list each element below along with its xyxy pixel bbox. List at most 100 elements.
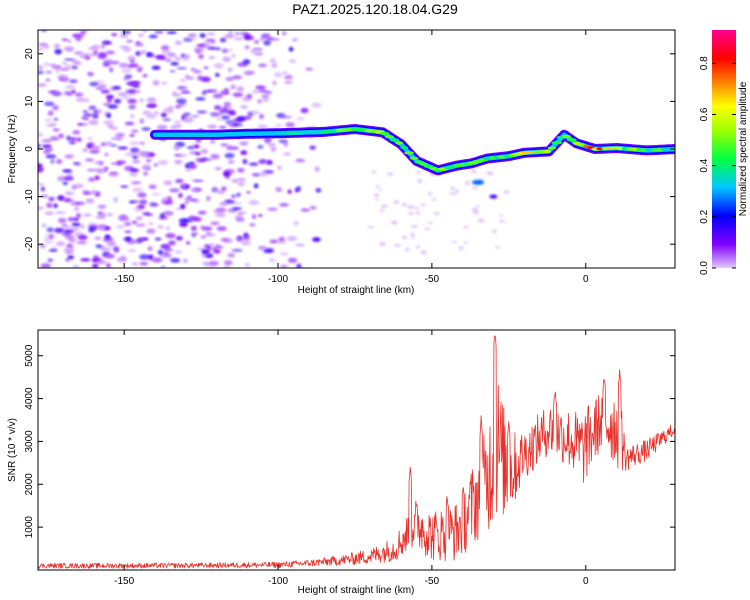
heatmap-noise-blob (87, 137, 93, 140)
heatmap-noise-blob (88, 177, 96, 182)
heatmap-noise-blob (102, 62, 111, 67)
heatmap-noise-blob (186, 241, 191, 245)
heatmap-noise-blob (248, 162, 259, 166)
heatmap-noise-blob (200, 225, 205, 230)
heatmap-noise-blob (65, 258, 70, 262)
heatmap-noise-blob (458, 246, 464, 251)
heatmap-ridge-lobe (472, 179, 485, 185)
heatmap-noise-blob (77, 234, 88, 241)
heatmap-noise-blob (58, 133, 64, 139)
heatmap-noise-blob (247, 70, 256, 75)
heatmap-noise-blob (152, 80, 160, 86)
heatmap-noise-blob (45, 78, 51, 82)
heatmap-noise-blob (113, 245, 120, 252)
heatmap-noise-blob (38, 143, 42, 149)
heatmap-noise-blob (64, 58, 75, 61)
heatmap-noise-blob (41, 223, 47, 228)
heatmap-noise-blob (127, 249, 137, 252)
heatmap-noise-blob (254, 51, 264, 56)
heatmap-noise-blob (295, 186, 302, 192)
heatmap-noise-blob (228, 110, 237, 116)
heatmap-noise-blob (96, 260, 107, 265)
heatmap-noise-blob (43, 150, 51, 155)
heatmap-noise-blob (160, 55, 167, 61)
heatmap-noise-blob (258, 89, 268, 93)
heatmap-noise-blob (121, 69, 132, 73)
heatmap-noise-blob (139, 254, 150, 260)
heatmap-noise-blob (195, 152, 201, 156)
heatmap-noise-blob (243, 33, 252, 37)
heatmap-noise-blob (38, 83, 47, 87)
heatmap-noise-blob (471, 186, 478, 190)
heatmap-noise-blob (238, 211, 247, 214)
heatmap-noise-blob (170, 62, 179, 66)
heatmap-noise-blob (85, 98, 90, 103)
heatmap-noise-blob (69, 137, 77, 141)
heatmap-noise-blob (71, 89, 76, 94)
heatmap-noise-blob (54, 48, 63, 55)
heatmap-noise-blob (417, 178, 422, 184)
heatmap-noise-blob (183, 54, 191, 58)
heatmap-noise-blob (450, 241, 458, 244)
heatmap-x-axis-label: Height of straight line (km) (298, 285, 415, 296)
heatmap-noise-blob (288, 46, 294, 52)
heatmap-noise-blob (66, 243, 74, 249)
heatmap-noise-blob (125, 236, 132, 241)
heatmap-noise-blob (129, 147, 140, 153)
heatmap-noise-blob (183, 112, 191, 116)
heatmap-noise-blob (209, 243, 215, 247)
heatmap-noise-blob (278, 139, 288, 144)
heatmap-noise-blob (112, 197, 119, 203)
heatmap-noise-blob (38, 166, 44, 172)
heatmap-noise-blob (282, 31, 287, 36)
heatmap-noise-blob (183, 258, 188, 264)
heatmap-noise-blob (295, 158, 306, 163)
snr-panel: -150 -100 -50 0 1000 2000 3000 4000 5000 Height… (7, 329, 676, 596)
heatmap-noise-blob (127, 98, 137, 104)
heatmap-noise-blob (110, 126, 119, 131)
heatmap-noise-blob (106, 241, 116, 247)
heatmap-noise-blob (132, 159, 140, 164)
heatmap-noise-blob (495, 246, 500, 249)
heatmap-noise-blob (98, 52, 108, 58)
heatmap-noise-blob (296, 263, 302, 268)
heatmap-noise-blob (153, 111, 159, 115)
heatmap-noise-blob (420, 250, 427, 255)
heatmap-noise-blob (64, 154, 74, 159)
heatmap-noise-blob (283, 141, 289, 148)
heatmap-noise-blob (178, 193, 183, 198)
heatmap-noise-blob (174, 250, 182, 254)
heatmap-noise-blob (102, 237, 114, 243)
heatmap-noise-blob (68, 238, 77, 243)
heatmap-noise-layer (38, 30, 510, 268)
snr-x-tick-label: -150 (114, 576, 134, 587)
heatmap-noise-blob (281, 115, 292, 119)
heatmap-y-tick-label: 0 (24, 146, 35, 152)
heatmap-noise-blob (38, 206, 44, 210)
heatmap-noise-blob (197, 75, 204, 81)
heatmap-noise-blob (163, 210, 174, 216)
heatmap-ridge-core (306, 130, 316, 134)
heatmap-noise-blob (477, 218, 485, 223)
heatmap-noise-blob (471, 208, 479, 212)
heatmap-noise-blob (130, 113, 135, 119)
heatmap-noise-blob (59, 68, 70, 71)
heatmap-noise-blob (82, 148, 88, 152)
heatmap-noise-blob (91, 113, 99, 119)
heatmap-noise-blob (190, 188, 199, 192)
heatmap-noise-blob (216, 226, 227, 232)
heatmap-noise-blob (232, 207, 242, 210)
heatmap-noise-blob (188, 33, 197, 37)
heatmap-noise-blob (88, 119, 99, 126)
heatmap-noise-blob (251, 110, 260, 115)
heatmap-noise-blob (147, 246, 153, 251)
heatmap-noise-blob (205, 253, 214, 259)
heatmap-noise-blob (175, 40, 182, 46)
heatmap-noise-blob (137, 33, 145, 37)
heatmap-noise-blob (38, 65, 44, 71)
heatmap-noise-blob (237, 168, 245, 173)
heatmap-noise-blob (123, 221, 132, 226)
heatmap-ridge-core (423, 164, 434, 168)
heatmap-noise-blob (76, 137, 82, 142)
heatmap-noise-blob (40, 139, 52, 143)
